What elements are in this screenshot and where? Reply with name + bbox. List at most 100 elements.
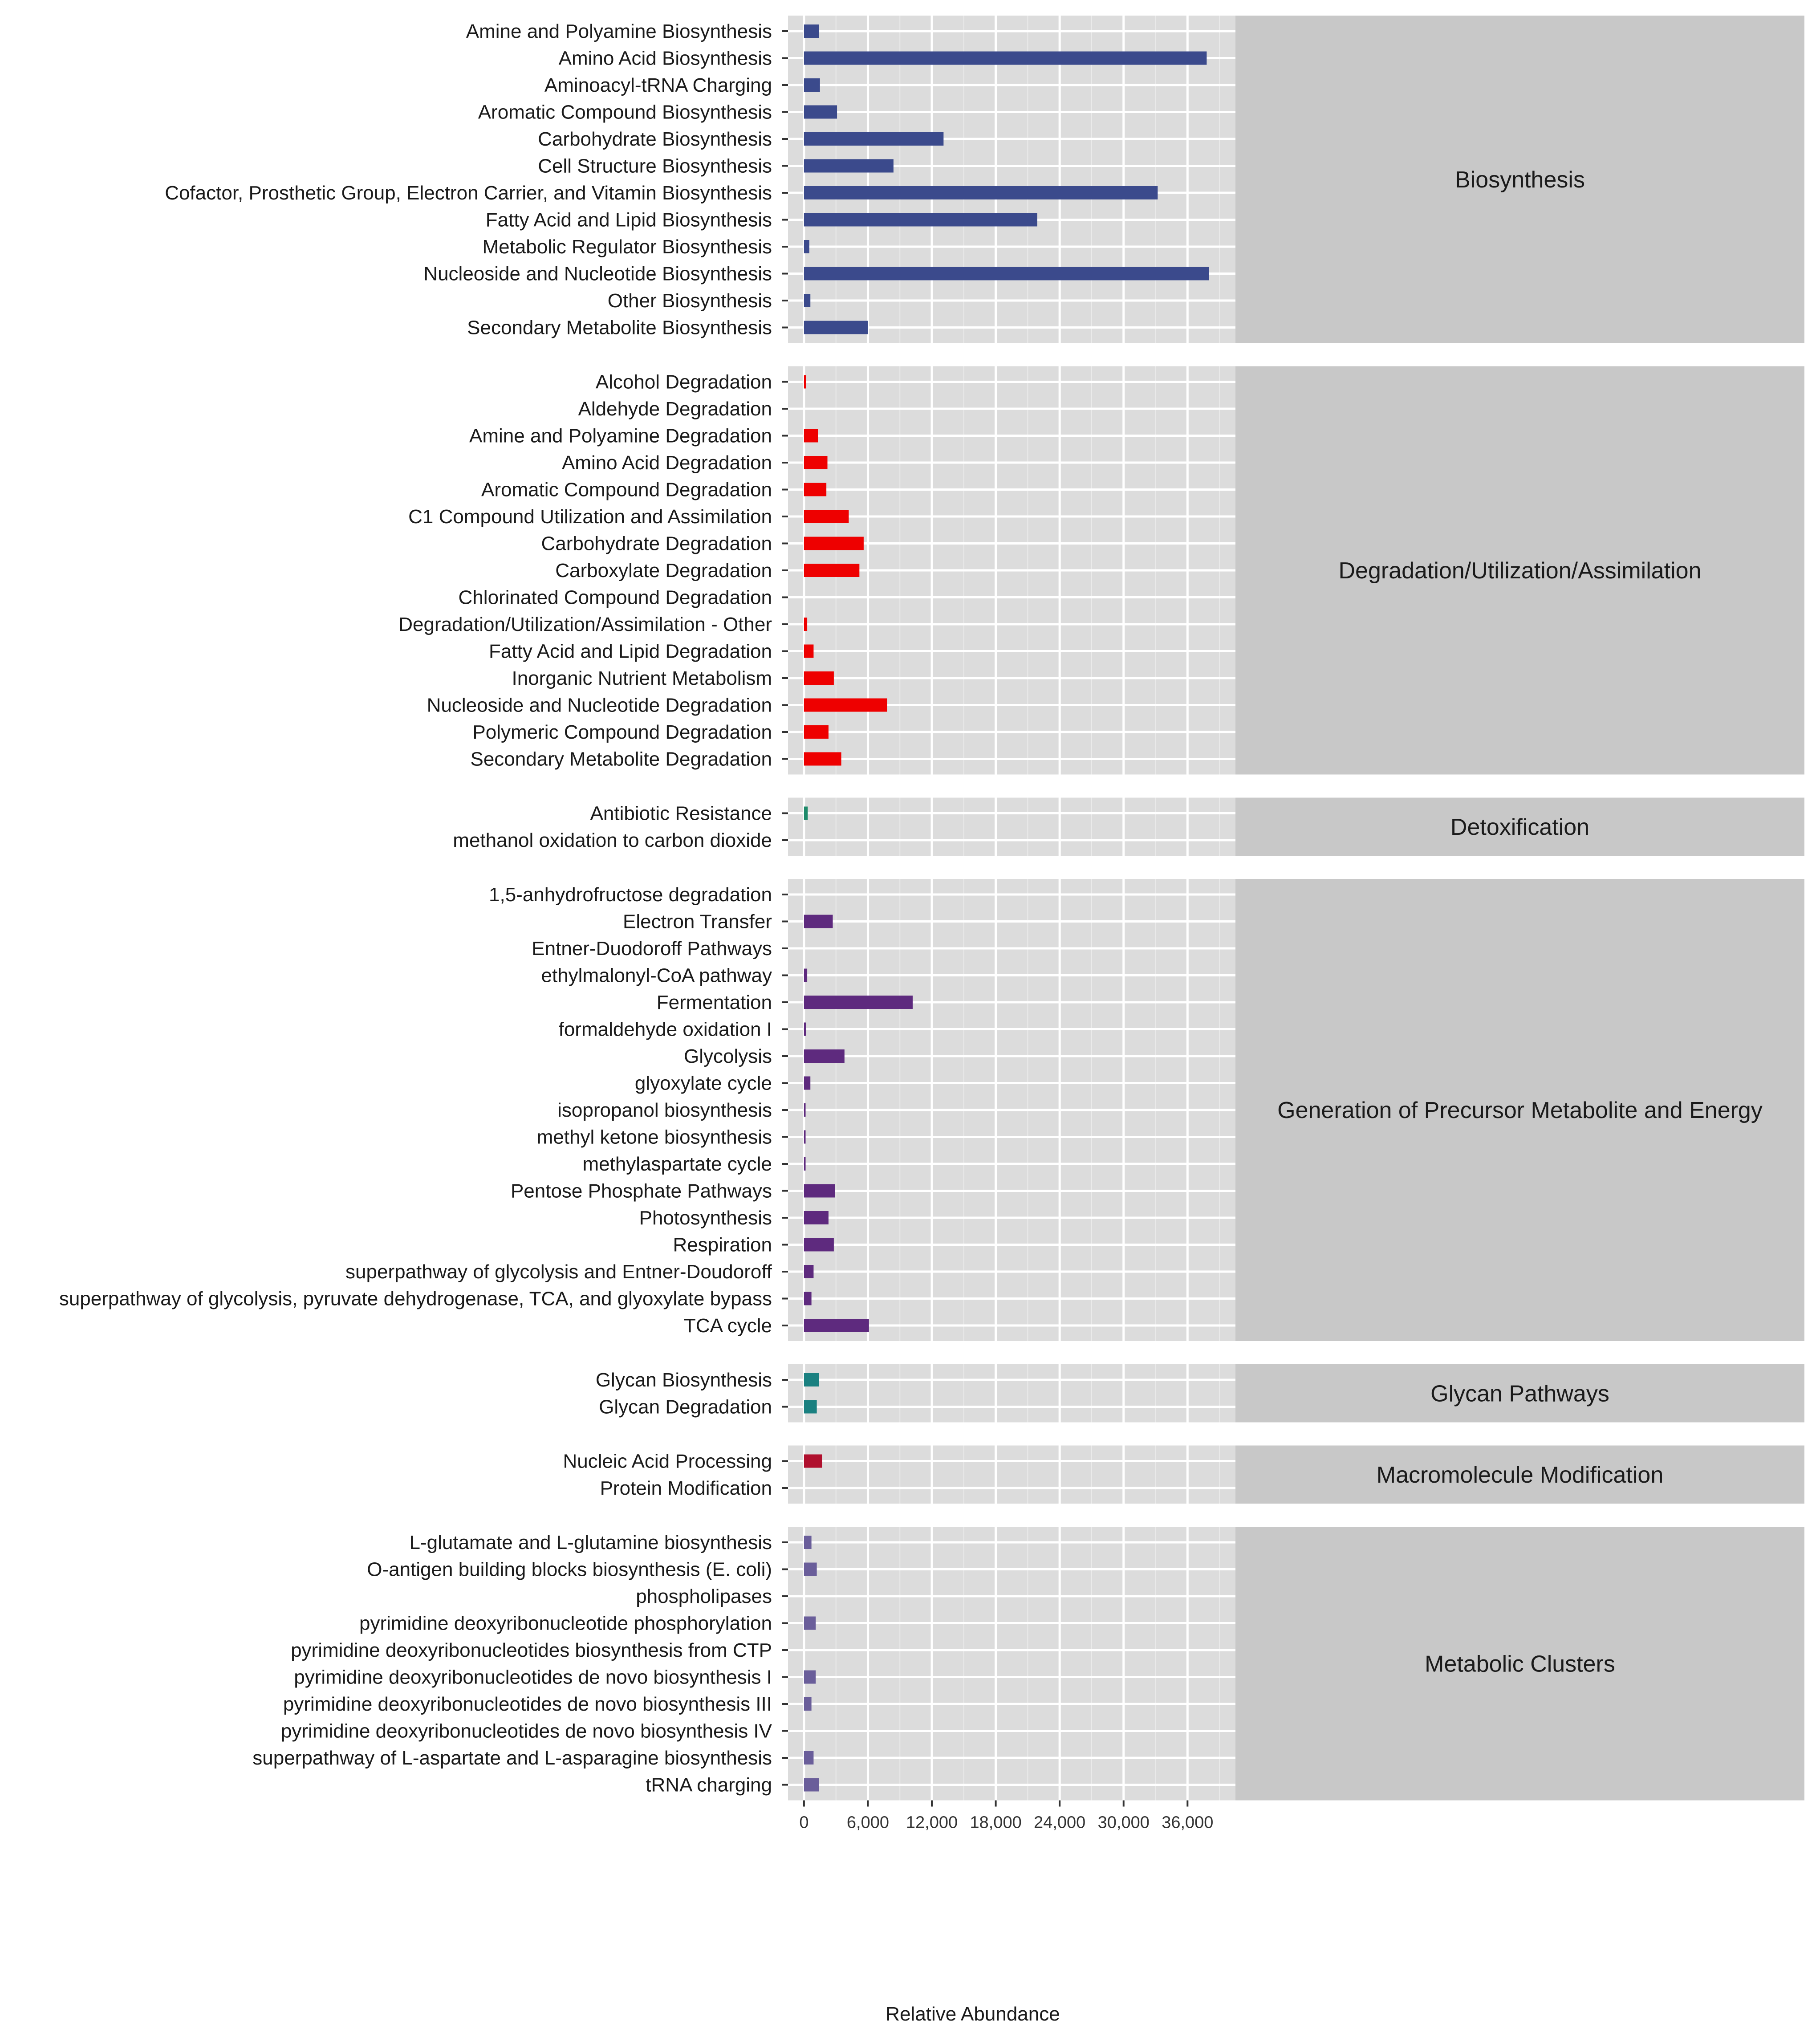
bar xyxy=(804,1454,822,1468)
panel-background xyxy=(788,1445,1235,1504)
bar xyxy=(804,1076,811,1090)
panel-5: Nucleic Acid Processing Protein Modificat… xyxy=(563,1445,1804,1504)
bar xyxy=(804,1562,817,1576)
bar xyxy=(804,321,868,334)
x-tick-label: 0 xyxy=(799,1813,808,1832)
bar xyxy=(804,483,827,496)
category-label: Alcohol Degradation xyxy=(596,371,772,393)
bar xyxy=(804,1130,806,1144)
bar xyxy=(804,915,833,928)
category-label: Respiration xyxy=(673,1234,772,1256)
bar xyxy=(804,375,806,389)
bar xyxy=(804,1400,817,1414)
panel-2: Antibiotic Resistance methanol oxidation … xyxy=(453,797,1804,856)
category-label: TCA cycle xyxy=(684,1315,772,1337)
category-label: methyl ketone biosynthesis xyxy=(537,1126,772,1148)
bar xyxy=(804,1211,829,1224)
category-label: ethylmalonyl-CoA pathway xyxy=(541,965,772,987)
category-label: phospholipases xyxy=(636,1586,772,1607)
panel-background xyxy=(788,16,1235,343)
category-label: Carbohydrate Degradation xyxy=(541,533,772,555)
category-label: Degradation/Utilization/Assimilation - O… xyxy=(398,614,772,635)
bar xyxy=(804,564,860,577)
bar xyxy=(804,78,820,92)
category-label: Secondary Metabolite Degradation xyxy=(470,748,772,770)
category-label: methylaspartate cycle xyxy=(582,1153,772,1175)
bar xyxy=(804,1697,812,1711)
category-label: Nucleic Acid Processing xyxy=(563,1451,772,1472)
category-label: pyrimidine deoxyribonucleotides de novo … xyxy=(281,1720,772,1742)
bar xyxy=(804,1157,806,1171)
category-label: Protein Modification xyxy=(600,1477,772,1499)
category-label: Amine and Polyamine Degradation xyxy=(469,425,772,447)
facet-strip xyxy=(1235,16,1804,343)
category-label: Antibiotic Resistance xyxy=(590,803,772,825)
bar xyxy=(804,752,841,766)
x-tick-label: 36,000 xyxy=(1162,1813,1213,1832)
facet-strip-label: Glycan Pathways xyxy=(1430,1381,1609,1407)
category-label: formaldehyde oxidation I xyxy=(559,1019,772,1041)
category-label: Aminoacyl-tRNA Charging xyxy=(544,74,772,96)
bar xyxy=(804,1103,806,1117)
bar xyxy=(804,1616,816,1630)
facet-strip-label: Macromolecule Modification xyxy=(1377,1462,1664,1488)
x-tick-label: 6,000 xyxy=(847,1813,889,1832)
bar xyxy=(804,1184,835,1198)
category-label: methanol oxidation to carbon dioxide xyxy=(453,829,772,851)
bar xyxy=(804,1778,819,1792)
category-label: superpathway of glycolysis, pyruvate deh… xyxy=(59,1288,772,1310)
category-label: Entner-Duodoroff Pathways xyxy=(532,938,772,960)
category-label: Polymeric Compound Degradation xyxy=(472,721,772,743)
facet-strip-label: Biosynthesis xyxy=(1455,167,1585,193)
bar xyxy=(804,806,808,820)
category-label: isopropanol biosynthesis xyxy=(557,1099,772,1121)
x-tick-label: 12,000 xyxy=(906,1813,958,1832)
bar xyxy=(804,698,887,712)
category-label: Glycan Biosynthesis xyxy=(596,1369,772,1391)
category-label: Amino Acid Biosynthesis xyxy=(559,48,772,69)
category-label: tRNA charging xyxy=(646,1774,772,1796)
facet-strip xyxy=(1235,879,1804,1341)
category-label: Glycan Degradation xyxy=(599,1396,772,1418)
panel-background xyxy=(788,1527,1235,1801)
category-label: Photosynthesis xyxy=(639,1207,772,1229)
bar xyxy=(804,51,1207,65)
facet-strip-label: Generation of Precursor Metabolite and E… xyxy=(1277,1098,1763,1123)
bar xyxy=(804,996,913,1009)
bar xyxy=(804,213,1037,227)
category-label: superpathway of L-aspartate and L-aspara… xyxy=(252,1747,772,1769)
panel-4: Glycan Biosynthesis Glycan Degradation Gly… xyxy=(596,1364,1804,1423)
bar xyxy=(804,105,837,119)
category-label: Nucleoside and Nucleotide Degradation xyxy=(427,695,772,716)
bar xyxy=(804,1751,814,1765)
bar xyxy=(804,510,849,523)
category-label: Cell Structure Biosynthesis xyxy=(538,155,772,177)
bar xyxy=(804,294,811,307)
panel-background xyxy=(788,797,1235,856)
bar xyxy=(804,267,1209,281)
category-label: superpathway of glycolysis and Entner-Do… xyxy=(345,1261,772,1283)
category-label: Chlorinated Compound Degradation xyxy=(459,587,772,609)
bar xyxy=(804,1265,814,1278)
bar xyxy=(804,725,829,739)
bar xyxy=(804,1670,816,1684)
bar xyxy=(804,1049,845,1063)
category-label: pyrimidine deoxyribonucleotide phosphory… xyxy=(359,1613,772,1634)
category-label: Amine and Polyamine Biosynthesis xyxy=(466,20,772,42)
category-label: Electron Transfer xyxy=(623,911,772,933)
bar xyxy=(804,240,809,253)
category-label: Inorganic Nutrient Metabolism xyxy=(512,667,772,689)
bar xyxy=(804,1319,869,1332)
facet-strip xyxy=(1235,366,1804,775)
facet-strip xyxy=(1235,1445,1804,1504)
category-label: pyrimidine deoxyribonucleotides de novo … xyxy=(294,1667,772,1688)
category-label: Fatty Acid and Lipid Degradation xyxy=(489,641,772,663)
category-label: Fermentation xyxy=(657,992,772,1013)
facet-strip-label: Degradation/Utilization/Assimilation xyxy=(1338,558,1701,584)
bar xyxy=(804,537,864,550)
bar xyxy=(804,644,814,658)
category-label: C1 Compound Utilization and Assimilation xyxy=(408,506,772,528)
bar xyxy=(804,132,944,146)
bar xyxy=(804,186,1158,199)
